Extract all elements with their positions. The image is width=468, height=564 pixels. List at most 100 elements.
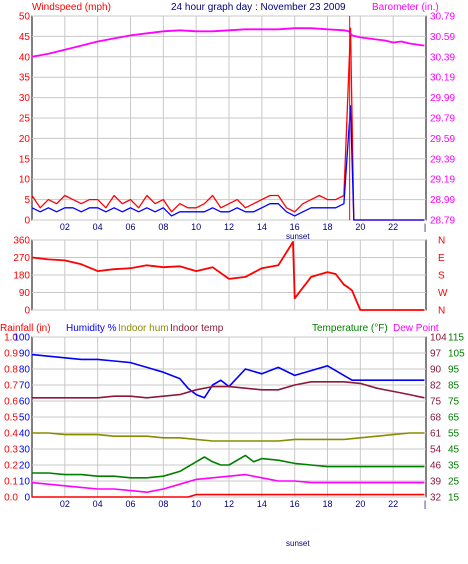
tick-rain-1: 0.1 <box>4 477 18 488</box>
tick-temp-4: 55 <box>448 429 460 440</box>
tick-hum-3: 30 <box>19 445 31 456</box>
climate-series-4 <box>31 473 425 494</box>
x-tick-1-8: 18 <box>322 499 332 509</box>
tick-intemp-7: 82 <box>430 381 442 392</box>
climate-series-1 <box>32 380 425 399</box>
tick-rain-2: 0.2 <box>4 461 18 472</box>
x-tick-0-8: 18 <box>322 222 332 232</box>
climate-series-2 <box>32 432 425 442</box>
tick-baro-10: 30.79 <box>430 12 455 23</box>
tick-temp-2: 35 <box>448 461 460 472</box>
tick-compass-2: S <box>438 271 445 282</box>
tick-temp-7: 85 <box>448 381 460 392</box>
tick-rain-3: 0.3 <box>4 445 18 456</box>
tick-temp-3: 45 <box>448 445 460 456</box>
tick-temp-0: 15 <box>448 493 460 504</box>
tick-baro-3: 29.39 <box>430 154 455 165</box>
x-tick-0-6: 14 <box>257 222 267 232</box>
tick-rain-8: 0.8 <box>4 365 18 376</box>
x-tick-1-6: 14 <box>257 499 267 509</box>
x-tick-0-5: 12 <box>224 222 234 232</box>
x-tick-1-1: 04 <box>93 499 103 509</box>
tick-rain-4: 0.4 <box>4 429 18 440</box>
tick-temp-8: 95 <box>448 365 460 376</box>
tick-intemp-10: 104 <box>430 333 447 344</box>
x-tick-0-10: 22 <box>388 222 398 232</box>
series-layer <box>31 16 425 498</box>
x-tick-1-5: 12 <box>224 499 234 509</box>
tick-hum-9: 90 <box>19 349 31 360</box>
wind-series-2 <box>31 27 425 58</box>
tick-intemp-9: 97 <box>430 349 442 360</box>
x-tick-0-9: 20 <box>355 222 365 232</box>
tick-wind-6: 30 <box>19 93 31 104</box>
tick-hum-0: 0 <box>24 493 30 504</box>
tick-baro-9: 30.59 <box>430 32 455 43</box>
tick-wind-5: 25 <box>19 114 31 125</box>
x-tick-0-2: 06 <box>125 222 135 232</box>
sunset-label-bottom: sunset <box>286 539 310 548</box>
x-tick-0-4: 10 <box>191 222 201 232</box>
wind-series-1 <box>31 105 425 221</box>
tick-dir-2: 180 <box>13 271 30 282</box>
x-tick-1-2: 06 <box>125 499 135 509</box>
tick-baro-0: 28.79 <box>430 216 455 227</box>
tick-intemp-5: 68 <box>430 413 442 424</box>
tick-temp-6: 75 <box>448 397 460 408</box>
tick-wind-4: 20 <box>19 134 31 145</box>
x-tick-1-10: 22 <box>388 499 398 509</box>
graph-title: 24 hour graph day : November 23 2009 <box>171 2 346 13</box>
tick-rain-7: 0.7 <box>4 381 18 392</box>
tick-dir-4: 360 <box>13 236 30 247</box>
axis-layer: 0 5 10 15 20 25 30 35 40 45 50 28.79 28.99 29.19 29.39… <box>4 12 465 510</box>
x-tick-0-0: 02 <box>60 222 70 232</box>
tick-intemp-4: 61 <box>430 429 442 440</box>
tick-hum-1: 10 <box>19 477 31 488</box>
x-tick-1-3: 08 <box>158 499 168 509</box>
tick-baro-5: 29.79 <box>430 114 455 125</box>
x-tick-1-0: 02 <box>60 499 70 509</box>
x-tick-1-11: | <box>424 499 426 509</box>
tick-baro-1: 28.99 <box>430 195 455 206</box>
tick-temp-1: 25 <box>448 477 460 488</box>
tick-compass-0: N <box>438 306 445 317</box>
tick-intemp-1: 39 <box>430 477 442 488</box>
tick-wind-7: 35 <box>19 73 31 84</box>
tick-hum-8: 80 <box>19 365 31 376</box>
grid-layer <box>32 15 426 498</box>
tick-intemp-8: 90 <box>430 365 442 376</box>
tick-compass-3: E <box>438 253 445 264</box>
tick-rain-5: 0.5 <box>4 413 18 424</box>
tick-wind-8: 40 <box>19 52 31 63</box>
climate-series-5 <box>32 493 425 498</box>
temperature-axis-label: Temperature (°F) <box>312 323 388 334</box>
tick-rain-10: 1.0 <box>4 333 18 344</box>
x-tick-1-9: 20 <box>355 499 365 509</box>
tick-wind-1: 5 <box>24 195 30 206</box>
x-tick-1-7: 16 <box>290 499 300 509</box>
tick-intemp-3: 54 <box>430 445 442 456</box>
tick-rain-0: 0.0 <box>4 493 18 504</box>
direction-series-0 <box>31 240 425 311</box>
tick-wind-2: 10 <box>19 175 31 186</box>
wind-series-0 <box>31 27 425 221</box>
x-tick-0-11: | <box>424 222 426 232</box>
x-tick-0-1: 04 <box>93 222 103 232</box>
tick-baro-4: 29.59 <box>430 134 455 145</box>
tick-baro-8: 30.39 <box>430 52 455 63</box>
tick-intemp-2: 46 <box>430 461 442 472</box>
tick-intemp-0: 32 <box>430 493 442 504</box>
tick-hum-5: 50 <box>19 413 31 424</box>
x-tick-1-4: 10 <box>191 499 201 509</box>
tick-compass-4: N <box>438 236 445 247</box>
tick-dir-3: 270 <box>13 253 30 264</box>
sunset-label-top: sunset <box>286 232 310 241</box>
tick-baro-6: 29.99 <box>430 93 455 104</box>
tick-wind-0: 0 <box>24 216 30 227</box>
tick-compass-1: W <box>438 288 448 299</box>
barometer-axis-label: Barometer (in.) <box>372 2 439 13</box>
tick-wind-10: 50 <box>19 12 31 23</box>
tick-hum-10: 100 <box>13 333 30 344</box>
indoor-hum-label: Indoor hum <box>118 323 169 334</box>
